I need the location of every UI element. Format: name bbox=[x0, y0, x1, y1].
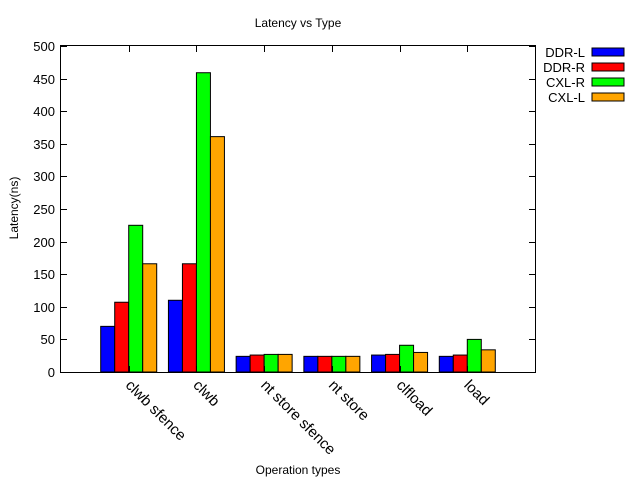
y-tick-label: 500 bbox=[33, 39, 55, 54]
bar-cxl-r-clwb-sfence bbox=[128, 224, 144, 373]
bar-ddr-l-load bbox=[438, 355, 454, 373]
y-tick-label: 150 bbox=[33, 267, 55, 282]
legend-swatch-ddr-l bbox=[591, 47, 625, 57]
x-tick-label-clwb: clwb bbox=[190, 377, 223, 410]
bar-cxl-r-clfload bbox=[399, 344, 415, 373]
y-tick-label: 0 bbox=[48, 365, 55, 380]
x-tick-label-load: load bbox=[460, 377, 492, 409]
y-axis-label: Latency(ns) bbox=[7, 177, 21, 240]
legend-label-ddr-r: DDR-R bbox=[543, 60, 585, 75]
bar-ddr-r-nt-store-sfence bbox=[249, 354, 265, 373]
y-tick-label: 50 bbox=[41, 332, 55, 347]
bar-ddr-l-clfload bbox=[371, 354, 387, 373]
y-tick-label: 250 bbox=[33, 202, 55, 217]
x-tick-label-clfload: clfload bbox=[393, 377, 436, 420]
legend-swatch-cxl-r bbox=[591, 77, 625, 87]
bar-ddr-r-clwb-sfence bbox=[114, 301, 130, 373]
bar-cxl-l-nt-store bbox=[345, 355, 361, 373]
bar-cxl-l-clwb-sfence bbox=[142, 263, 158, 373]
bar-ddr-l-clwb-sfence bbox=[100, 325, 116, 373]
bar-ddr-r-clwb bbox=[181, 263, 197, 373]
legend-swatch-cxl-l bbox=[591, 92, 625, 102]
x-tick-label-nt-store: nt store bbox=[325, 377, 372, 424]
bar-cxl-r-nt-store-sfence bbox=[263, 353, 279, 373]
bar-cxl-r-clwb bbox=[195, 72, 211, 373]
y-axis-ticks: 0 50 100 150 200 250 300 350 400 450 500 bbox=[33, 39, 535, 380]
bars-layer bbox=[100, 72, 496, 373]
bar-cxl-l-nt-store-sfence bbox=[277, 353, 293, 373]
bar-ddr-l-nt-store bbox=[303, 355, 319, 373]
bar-ddr-r-clfload bbox=[385, 353, 401, 373]
bar-cxl-l-clfload bbox=[413, 351, 429, 373]
bar-cxl-l-clwb bbox=[209, 136, 225, 373]
bar-cxl-r-load bbox=[466, 338, 482, 373]
bar-ddr-r-load bbox=[452, 354, 468, 373]
bar-ddr-r-nt-store bbox=[317, 355, 333, 373]
x-tick-label-clwb-sfence: clwb sfence bbox=[122, 377, 189, 444]
y-tick-label: 200 bbox=[33, 235, 55, 250]
bar-cxl-r-nt-store bbox=[331, 355, 347, 373]
bar-cxl-l-load bbox=[480, 349, 496, 373]
legend-label-cxl-l: CXL-L bbox=[548, 90, 585, 105]
legend-label-ddr-l: DDR-L bbox=[545, 45, 585, 60]
legend-swatch-ddr-r bbox=[591, 62, 625, 72]
y-tick-label: 350 bbox=[33, 137, 55, 152]
y-tick-label: 400 bbox=[33, 104, 55, 119]
legend-label-cxl-r: CXL-R bbox=[546, 75, 585, 90]
y-tick-label: 300 bbox=[33, 169, 55, 184]
bar-ddr-l-nt-store-sfence bbox=[235, 355, 251, 373]
bar-ddr-l-clwb bbox=[167, 299, 183, 373]
x-axis-label: Operation types bbox=[256, 463, 341, 477]
y-tick-label: 450 bbox=[33, 72, 55, 87]
y-tick-label: 100 bbox=[33, 300, 55, 315]
plot-frame bbox=[60, 45, 536, 373]
chart-title: Latency vs Type bbox=[255, 16, 342, 30]
